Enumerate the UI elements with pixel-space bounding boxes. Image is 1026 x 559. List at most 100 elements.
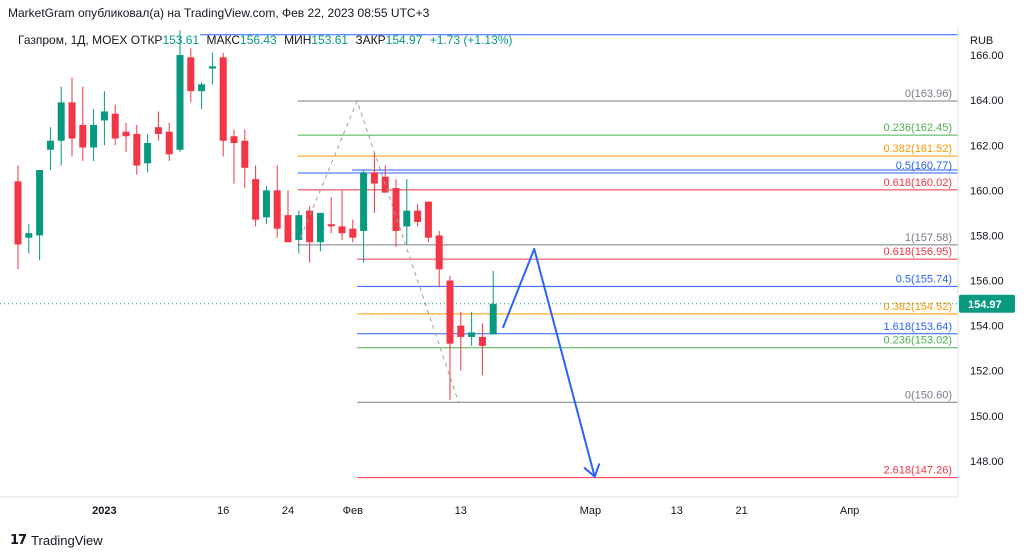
fib-level-label: 0.236(162.45) — [884, 122, 953, 134]
drawings — [297, 99, 601, 479]
fib-trend-line — [297, 99, 460, 403]
candle — [133, 124, 141, 175]
price-tick-label: 152.00 — [970, 366, 1004, 378]
fib-level-label: 0.382(161.52) — [884, 143, 953, 155]
fib-level-label: 0(163.96) — [905, 88, 952, 100]
candle-body — [370, 172, 378, 184]
candle-body — [360, 172, 368, 231]
candle-body — [111, 113, 119, 139]
candle-body — [424, 201, 432, 238]
candle-body — [241, 140, 249, 168]
currency-label: RUB — [970, 35, 993, 47]
legend-close-label: ЗАКР — [355, 33, 386, 47]
candle — [122, 122, 130, 153]
legend-open-value: 153.61 — [162, 33, 200, 47]
price-tick-label: 166.00 — [970, 50, 1004, 62]
candle — [457, 312, 465, 371]
legend-low-value: 153.61 — [311, 33, 349, 47]
time-tick-label: 13 — [671, 505, 683, 517]
candle — [327, 197, 335, 234]
candle-body — [187, 57, 195, 92]
candle — [46, 127, 54, 171]
candle — [36, 170, 44, 261]
candle — [252, 165, 260, 227]
fib-level-label: 0.5(155.74) — [896, 273, 952, 285]
fib-level-label: 1.618(153.64) — [884, 321, 953, 333]
forecast-arrow-head — [583, 463, 601, 479]
candle — [90, 109, 98, 162]
fib-level-label: 0(150.60) — [905, 389, 952, 401]
legend-title: Газпром, 1Д, MOEX — [18, 33, 128, 47]
candle — [360, 170, 368, 263]
candle-body — [414, 210, 422, 222]
candle — [338, 190, 346, 240]
legend-high-value: 156.43 — [240, 33, 277, 47]
time-tick-label: 16 — [217, 505, 229, 517]
candle — [370, 152, 378, 213]
candle — [446, 276, 454, 401]
candle-body — [392, 188, 400, 231]
tradingview-logo-icon: 17 — [10, 533, 27, 548]
fib-lines: 0(163.96) 0.236(162.45) 0.382(161.52) 0.5(1… — [0, 34, 958, 479]
price-tick-label: 148.00 — [970, 456, 1004, 468]
candle-body — [176, 55, 184, 150]
candle — [25, 224, 33, 254]
candle-body — [133, 133, 141, 166]
candle-body — [489, 303, 497, 335]
candle — [57, 86, 65, 166]
candle — [154, 111, 162, 141]
candle-body — [79, 124, 87, 148]
legend-low-label: МИН — [284, 33, 312, 47]
time-tick-label: 2023 — [92, 505, 116, 517]
footer-brand: TradingView — [31, 533, 103, 548]
candle-body — [165, 131, 173, 155]
legend-high-label: МАКС — [206, 33, 241, 47]
candle-body — [57, 102, 65, 141]
legend-open-label: ОТКР — [130, 33, 163, 47]
candle — [230, 129, 238, 184]
candle — [262, 185, 270, 225]
candle-body — [338, 226, 346, 234]
candle-body — [230, 136, 238, 143]
last-price-label: 154.97 — [968, 299, 1002, 311]
candle-body — [198, 84, 206, 92]
candle-body — [90, 124, 98, 148]
candle-body — [219, 57, 227, 141]
candle — [414, 203, 422, 227]
candle-body — [208, 66, 216, 69]
candle — [68, 77, 76, 157]
candle-body — [327, 224, 335, 227]
candle-body — [68, 102, 76, 139]
time-axis: 2023 16 24 Фев 13 Мар 13 21 Апр — [0, 496, 958, 517]
candle-body — [284, 215, 292, 243]
candle — [489, 270, 497, 335]
candle-body — [100, 111, 108, 121]
candle-body — [36, 170, 44, 236]
candle — [349, 219, 357, 243]
symbol-legend: Газпром, 1Д, MOEX ОТКР153.61 МАКС156.43 … — [18, 33, 516, 47]
candle — [144, 133, 152, 173]
legend-close-value: 154.97 — [385, 33, 423, 47]
candle-body — [14, 181, 22, 245]
candle — [176, 30, 184, 153]
candle — [316, 212, 324, 252]
candle — [273, 165, 281, 238]
candle-body — [457, 325, 465, 337]
time-tick-label: 13 — [455, 505, 467, 517]
time-tick-label: Фев — [343, 505, 363, 517]
fib-level-label: 0.382(154.52) — [884, 301, 953, 313]
publish-header: MarketGram опубликовал(а) на TradingView… — [8, 6, 430, 20]
candle — [79, 86, 87, 162]
legend-change: +1.73 (+1.13%) — [429, 33, 513, 47]
fib-level-label: 0.618(156.95) — [884, 246, 953, 258]
candle-body — [349, 228, 357, 238]
fib-level-label: 2.618(147.26) — [884, 465, 953, 477]
candle-body — [273, 190, 281, 229]
footer: 17 TradingView — [10, 533, 103, 548]
price-tick-label: 154.00 — [970, 321, 1004, 333]
candle-body — [144, 142, 152, 164]
candle — [208, 52, 216, 85]
candle — [219, 52, 227, 157]
candle — [100, 91, 108, 146]
